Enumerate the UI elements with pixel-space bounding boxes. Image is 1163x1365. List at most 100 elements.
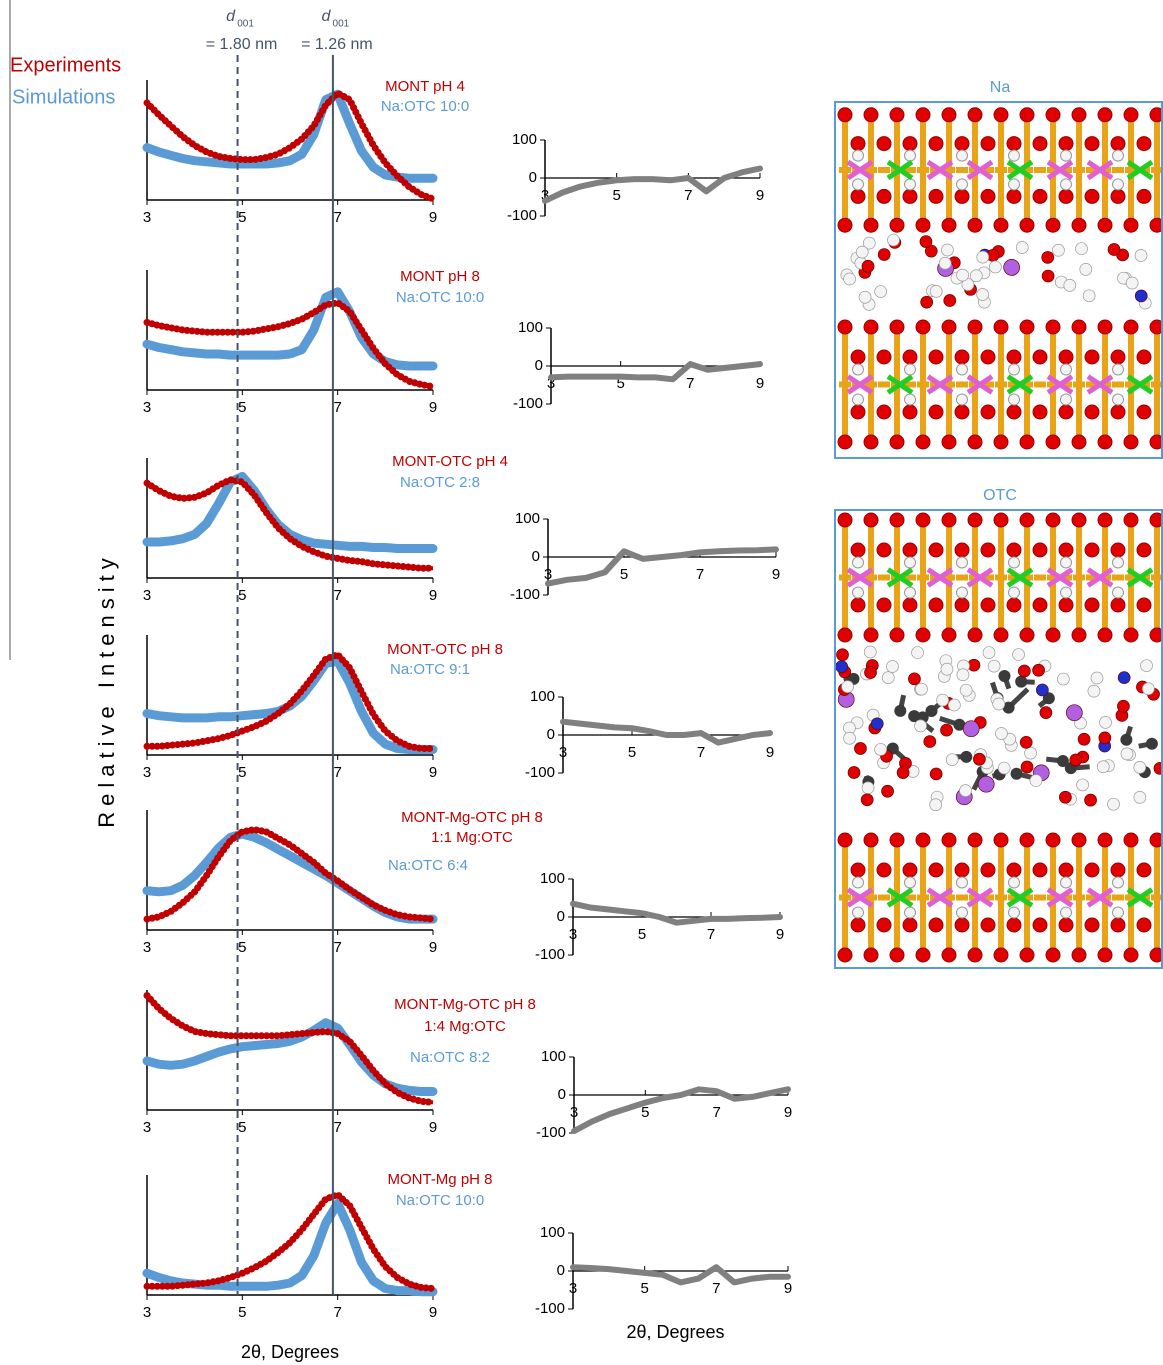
atom-h [1061, 907, 1072, 918]
atom-o [1033, 189, 1047, 203]
atom-o [942, 435, 956, 449]
atom-o [1020, 320, 1034, 334]
atom [1117, 700, 1129, 712]
atom-o [1085, 350, 1099, 364]
x-tick-label: 5 [638, 926, 646, 943]
atom [939, 257, 951, 269]
x-tick-label: 9 [772, 566, 780, 583]
atom-h [1061, 179, 1072, 190]
panel-label: MONT-OTC pH 8 [387, 641, 503, 658]
atom-bond [917, 382, 929, 388]
atom-o [1007, 598, 1021, 612]
atom-o [890, 628, 904, 642]
atom [1040, 707, 1052, 719]
atom [1135, 250, 1147, 262]
atom-h [957, 150, 968, 161]
panel-label: MONT-Mg pH 8 [387, 1171, 492, 1188]
atom [1070, 754, 1082, 766]
atom-o [1137, 863, 1151, 877]
atom-c [960, 751, 972, 763]
atom-o [1124, 948, 1138, 962]
atom-bond [839, 382, 851, 388]
atom-o [838, 218, 852, 232]
y-tick-label: 100 [512, 131, 537, 148]
x-tick-label: 9 [429, 587, 437, 604]
atom [930, 799, 942, 811]
atom [941, 663, 953, 675]
x-tick-label: 7 [712, 1104, 720, 1121]
x-tick-label: 9 [429, 209, 437, 226]
x-axis-label: 2θ, Degrees [241, 1342, 339, 1362]
atom-o [1046, 628, 1060, 642]
atom-o [981, 350, 995, 364]
y-tick-label: 0 [547, 726, 555, 743]
simulation-curve [147, 1203, 433, 1291]
atom [837, 649, 849, 661]
y-tick-label: -100 [536, 1124, 566, 1141]
atom-c [998, 670, 1010, 682]
atom-o [903, 189, 917, 203]
atom [908, 673, 920, 685]
simulation-label: Na:OTC 2:8 [400, 474, 480, 491]
atom-o [890, 435, 904, 449]
atom-o [864, 628, 878, 642]
simulation-label: Na:OTC 10:0 [396, 1192, 484, 1209]
atom-bond [1034, 382, 1046, 388]
atom-o [1020, 628, 1034, 642]
experiment-curve-core [147, 996, 433, 1103]
atom-o [1033, 918, 1047, 932]
atom-o [981, 137, 995, 151]
y-tick-label: 0 [557, 908, 565, 925]
atom-o [890, 833, 904, 847]
atom [930, 768, 942, 780]
atom-o [916, 628, 930, 642]
atom-h [1113, 557, 1124, 568]
atom-o [1059, 137, 1073, 151]
atom [915, 683, 927, 695]
atom-o [1085, 189, 1099, 203]
atom-o [1098, 948, 1112, 962]
atom-h [1113, 364, 1124, 375]
atom [1042, 251, 1054, 263]
atom-o [1072, 833, 1086, 847]
x-tick-label: 7 [333, 1119, 341, 1136]
atom-o [929, 918, 943, 932]
atom-o [1137, 137, 1151, 151]
atom-bond [839, 167, 851, 173]
atom [848, 766, 860, 778]
atom-o [1020, 513, 1034, 527]
atom-o [838, 628, 852, 642]
atom-o [981, 543, 995, 557]
x-tick-label: 7 [333, 939, 341, 956]
molecule-image [838, 108, 1163, 449]
atom-o [968, 108, 982, 122]
atom [861, 794, 873, 806]
atom [1091, 672, 1103, 684]
atom [957, 269, 969, 281]
atom [887, 234, 899, 246]
x-tick-label: 7 [333, 587, 341, 604]
atom-bond [1034, 895, 1046, 901]
atom-h [1061, 150, 1072, 161]
atom-o [955, 405, 969, 419]
atom-o [903, 543, 917, 557]
atom [1004, 259, 1020, 275]
y-axis-label: Relative Intensity [94, 552, 119, 828]
atom-o [864, 320, 878, 334]
x-tick-label: 5 [238, 1119, 246, 1136]
atom-o [838, 108, 852, 122]
atom-o [994, 218, 1008, 232]
residual-curve [545, 169, 760, 201]
atom-o [942, 218, 956, 232]
experiment-curve [147, 480, 433, 568]
atom-o [929, 137, 943, 151]
atom-o [1124, 108, 1138, 122]
y-tick-label: 0 [529, 169, 537, 186]
atom-h [957, 587, 968, 598]
atom [1100, 716, 1112, 728]
atom-o [916, 435, 930, 449]
atom-bond [878, 382, 890, 388]
atom [836, 661, 848, 673]
residual-curve [573, 1267, 788, 1282]
atom-o [903, 350, 917, 364]
